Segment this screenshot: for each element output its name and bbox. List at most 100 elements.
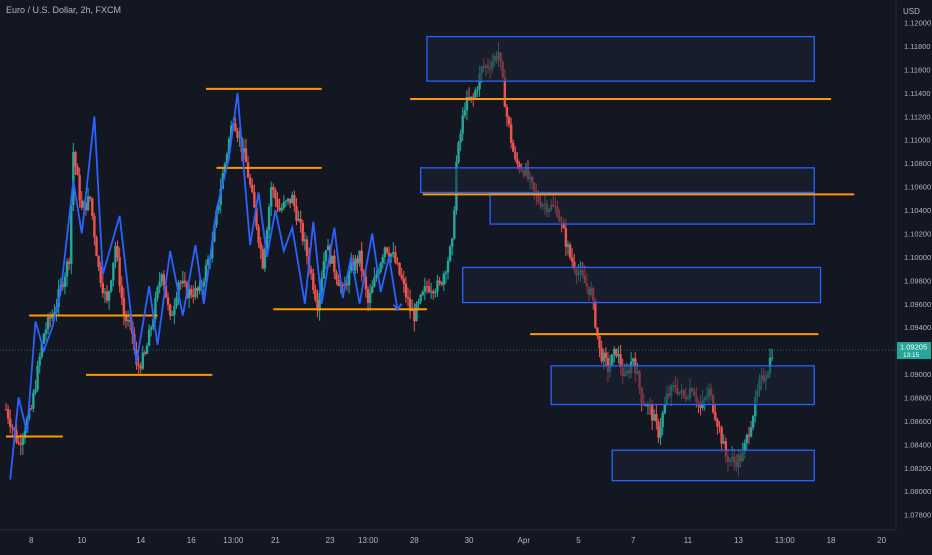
supply-demand-zone[interactable] (489, 192, 815, 225)
candle-body (107, 291, 111, 301)
candle-body (238, 137, 241, 139)
candle-body (385, 247, 389, 253)
candle-body (444, 272, 448, 274)
candle-body (173, 306, 176, 315)
zigzag-layer (9, 92, 403, 480)
candle-body (318, 292, 321, 311)
y-tick-label: 1.10000 (904, 253, 931, 262)
y-tick-label: 1.08000 (904, 487, 931, 496)
candle-body (316, 299, 319, 311)
y-tick-label: 1.08200 (904, 464, 931, 473)
candle-body (335, 272, 338, 280)
candle-body (141, 352, 145, 369)
candle-body (606, 358, 610, 372)
candle-body (105, 291, 109, 301)
candle-body (613, 348, 616, 355)
y-tick-label: 1.09400 (904, 323, 931, 332)
time-axis[interactable]: 8 10 14 16 13:00 21 23 13:00 28 30 Apr 5 7 11 13 13:00 1… (0, 529, 896, 545)
candle-body (166, 297, 170, 305)
candle-body (297, 218, 300, 221)
candle-body (63, 276, 67, 288)
x-tick-label: 13 (734, 536, 743, 545)
candle-body (600, 347, 603, 362)
candle-body (112, 262, 115, 281)
candle-body (17, 442, 20, 444)
candle-body (4, 409, 8, 411)
candle-body (34, 389, 37, 393)
candle-body (453, 210, 456, 239)
candle-body (244, 148, 248, 163)
supply-demand-zone[interactable] (550, 365, 815, 406)
candle-body (97, 256, 100, 267)
zigzag-line[interactable] (9, 92, 399, 480)
candle-body (13, 428, 16, 431)
candle-body (379, 263, 382, 273)
supply-demand-zone[interactable] (462, 266, 822, 304)
candle-body (724, 441, 728, 457)
candle-body (274, 190, 277, 199)
candle-body (421, 291, 424, 295)
candle-body (446, 260, 450, 273)
candle-body (219, 188, 222, 205)
candle-body (661, 413, 664, 428)
candle-body (754, 396, 757, 417)
candle-body (194, 287, 197, 297)
candle-body (751, 416, 755, 428)
supply-demand-zone[interactable] (611, 449, 815, 482)
candle-body (80, 200, 83, 208)
candle-body (770, 357, 774, 359)
y-tick-label: 1.11000 (904, 136, 931, 145)
candle-body (65, 261, 69, 277)
candle-body (171, 314, 174, 316)
candle-body (187, 288, 191, 298)
candle-body (512, 142, 515, 152)
y-tick-label: 1.08800 (904, 393, 931, 402)
candle-body (192, 295, 195, 297)
candle-body (331, 255, 334, 264)
candle-body (411, 309, 414, 312)
candle-body (21, 437, 25, 445)
candle-body (259, 242, 262, 250)
last-price-badge (897, 342, 931, 360)
candle-body (349, 262, 353, 271)
supply-demand-zone[interactable] (426, 35, 815, 82)
candle-body (143, 352, 147, 354)
candle-body (36, 365, 39, 390)
candle-body (436, 280, 439, 292)
currency-label: USD (903, 7, 920, 16)
candle-body (448, 246, 452, 261)
candle-body (110, 280, 113, 292)
candle-body (345, 283, 349, 286)
supply-demand-zone[interactable] (419, 167, 815, 194)
y-tick-label: 1.10200 (904, 229, 931, 238)
candle-body (86, 196, 90, 211)
candle-body (261, 249, 264, 269)
candle-body (615, 348, 618, 357)
candle-body (42, 333, 46, 344)
candle-body (389, 253, 393, 257)
candle-body (11, 426, 14, 429)
candle-body (122, 297, 126, 317)
candle-body (30, 408, 33, 410)
candle-body (152, 319, 155, 328)
candle-body (722, 441, 725, 444)
candle-body (225, 154, 229, 164)
candle-body (288, 198, 292, 204)
candle-body (227, 138, 231, 155)
candle-body (196, 287, 199, 291)
candle-body (570, 257, 574, 262)
y-tick-label: 1.07800 (904, 511, 931, 520)
candle-body (440, 282, 443, 285)
candle-body (408, 298, 412, 312)
candle-body (429, 291, 433, 293)
candle-body (160, 274, 163, 282)
candle-body (103, 291, 107, 294)
candle-body (392, 252, 395, 254)
candle-body (49, 316, 52, 319)
candle-body (61, 284, 65, 288)
candle-body (88, 196, 92, 199)
candle-body (516, 159, 519, 165)
candle-body (476, 89, 479, 91)
candle-body (364, 276, 368, 290)
